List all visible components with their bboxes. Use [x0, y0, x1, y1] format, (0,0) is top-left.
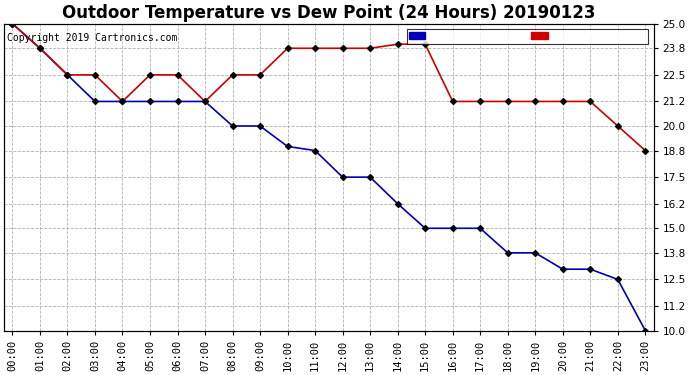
Title: Outdoor Temperature vs Dew Point (24 Hours) 20190123: Outdoor Temperature vs Dew Point (24 Hou… [62, 4, 595, 22]
Legend: Dew Point (°F), Temperature (°F): Dew Point (°F), Temperature (°F) [406, 29, 648, 44]
Text: Copyright 2019 Cartronics.com: Copyright 2019 Cartronics.com [8, 33, 178, 43]
